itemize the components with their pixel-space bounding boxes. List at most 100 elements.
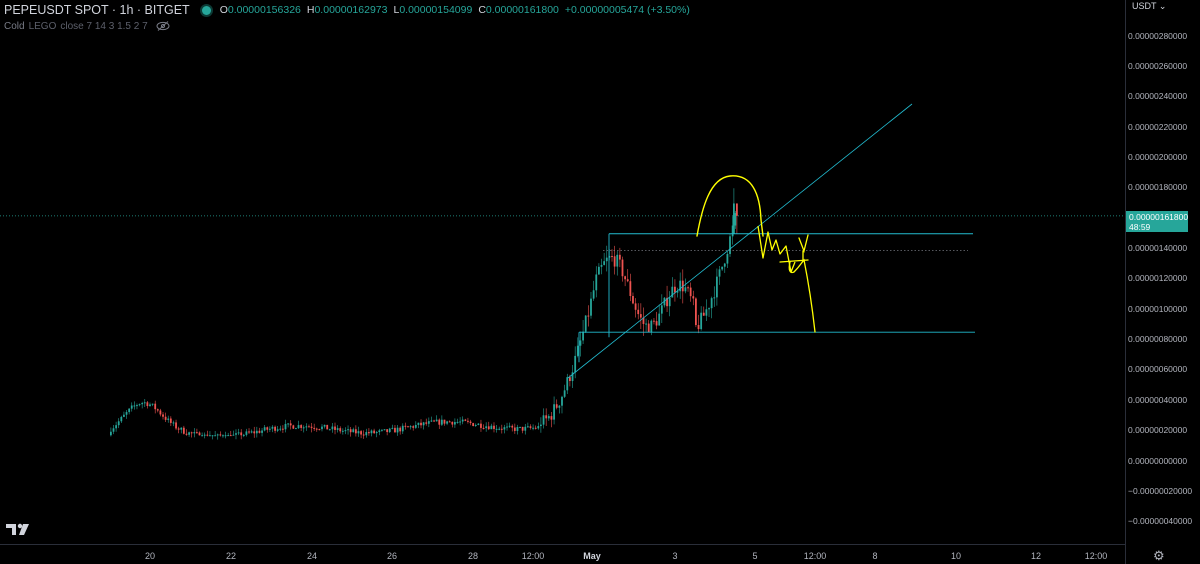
candle-body: [154, 403, 157, 410]
candle-body: [545, 415, 548, 419]
candle-body: [624, 276, 627, 280]
candle-body: [169, 418, 172, 423]
candle-body: [553, 404, 555, 420]
candle-body: [417, 422, 420, 425]
candle-body: [308, 426, 310, 428]
candle-body: [120, 416, 123, 422]
symbol-title[interactable]: PEPEUSDT SPOT · 1h · BITGET: [4, 3, 190, 17]
candle-body: [634, 303, 637, 310]
yellow-arrow-drawing: [798, 234, 809, 261]
candlestick-series: [110, 188, 738, 440]
candle-body: [472, 423, 475, 426]
candle-body: [671, 286, 674, 298]
candle-body: [723, 263, 726, 267]
candle-body: [130, 405, 133, 409]
tradingview-logo[interactable]: [6, 521, 32, 537]
candle-body: [245, 431, 248, 435]
close-value: 0.00000161800: [485, 4, 559, 16]
candle-body: [689, 287, 692, 297]
candle-body: [331, 426, 334, 430]
candle-body: [650, 320, 653, 333]
currency-selector[interactable]: USDT ⌄: [1132, 1, 1167, 11]
candle-body: [598, 266, 600, 275]
candle-body: [587, 315, 590, 317]
settings-gear-icon[interactable]: ⚙: [1153, 548, 1165, 563]
price-tick: 0.00000220000: [1128, 122, 1188, 132]
candle-body: [235, 433, 237, 435]
indicator-legend[interactable]: Cold LEGO close 7 14 3 1.5 2 7: [4, 20, 170, 32]
candle-body: [214, 435, 217, 437]
candle-body: [555, 404, 558, 408]
candle-body: [655, 321, 658, 326]
candle-body: [268, 428, 271, 430]
time-tick: 28: [467, 551, 479, 561]
candle-body: [401, 425, 404, 432]
open-label: O: [219, 4, 228, 16]
price-tick: −0.00000020000: [1128, 486, 1193, 496]
candle-body: [383, 429, 386, 431]
candle-body: [700, 312, 703, 330]
candle-body: [524, 426, 527, 431]
price-chart[interactable]: [0, 0, 1125, 544]
candle-body: [232, 434, 235, 436]
candle-body: [498, 428, 501, 430]
candle-body: [440, 419, 443, 425]
candle-body: [409, 426, 412, 428]
candle-body: [151, 403, 154, 405]
candle-body: [362, 434, 365, 436]
candle-body: [297, 425, 300, 429]
candle-body: [469, 421, 472, 424]
candle-body: [647, 323, 650, 333]
price-tick: 0.00000140000: [1128, 243, 1188, 253]
candle-body: [209, 435, 211, 437]
candle-body: [482, 427, 485, 429]
candle-body: [229, 435, 232, 437]
candle-body: [117, 421, 120, 426]
candle-body: [456, 421, 459, 423]
candle-body: [190, 432, 193, 434]
candle-body: [167, 418, 170, 420]
candle-body: [705, 309, 708, 316]
candle-body: [708, 308, 710, 310]
price-axis[interactable]: [1125, 0, 1200, 564]
candle-body: [354, 429, 357, 434]
candle-body: [668, 297, 671, 307]
time-tick: 8: [872, 551, 878, 561]
candle-body: [561, 396, 563, 406]
candle-body: [399, 427, 402, 432]
candle-body: [660, 305, 663, 314]
indicator-name: Cold: [4, 20, 25, 32]
candle-body: [595, 274, 598, 291]
eye-crossed-icon[interactable]: [156, 21, 170, 31]
candle-body: [467, 420, 469, 422]
candle-body: [162, 414, 164, 417]
candle-body: [305, 426, 308, 428]
candle-body: [532, 427, 534, 429]
candle-body: [172, 422, 175, 424]
candle-body: [219, 434, 222, 436]
candle-body: [550, 416, 553, 420]
candle-body: [695, 298, 697, 326]
candle-body: [558, 405, 561, 408]
candle-body: [526, 426, 529, 428]
candle-body: [446, 421, 448, 424]
candle-body: [193, 432, 196, 434]
candle-body: [255, 430, 258, 434]
candle-body: [282, 428, 284, 430]
candle-body: [143, 402, 146, 404]
time-tick: 12: [1030, 551, 1042, 561]
price-tick: 0.00000200000: [1128, 152, 1188, 162]
candle-body: [378, 430, 381, 433]
candle-body: [313, 427, 316, 429]
candle-body: [653, 320, 655, 322]
candle-body: [381, 429, 383, 431]
candle-body: [461, 419, 464, 422]
candle-body: [592, 290, 595, 299]
candle-body: [414, 424, 417, 428]
candle-body: [375, 432, 378, 434]
candle-body: [433, 420, 435, 422]
candle-body: [726, 253, 729, 264]
candle-body: [250, 431, 253, 433]
time-tick: 24: [306, 551, 318, 561]
high-label: H: [306, 4, 315, 16]
